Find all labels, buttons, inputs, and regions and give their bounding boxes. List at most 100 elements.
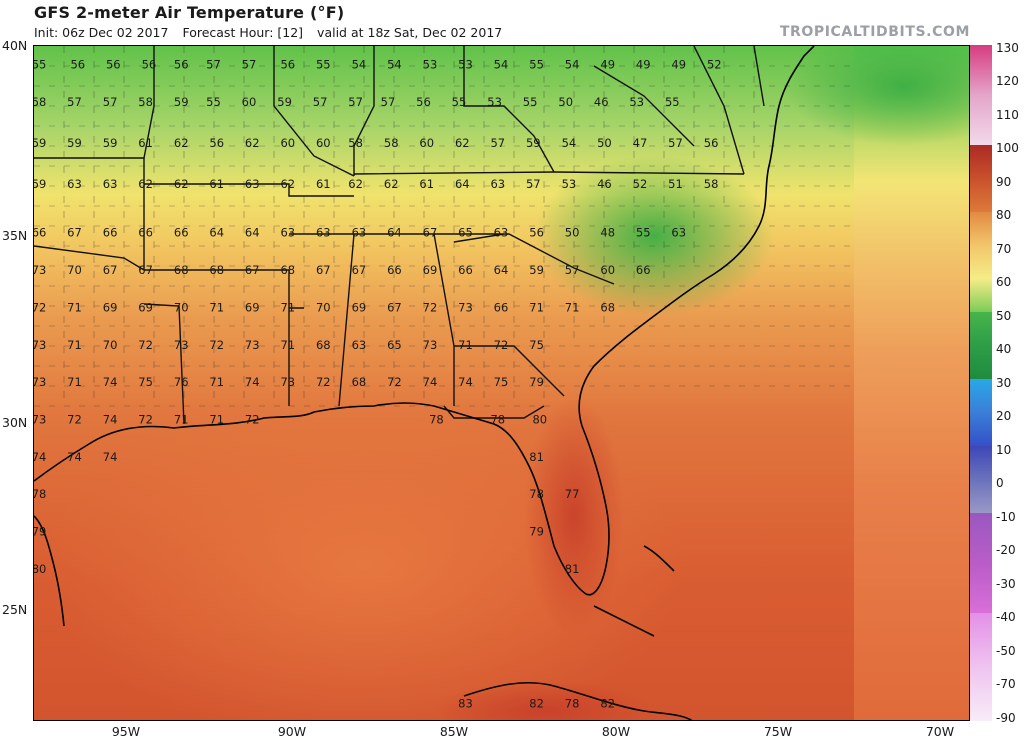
temperature-value: 58 xyxy=(138,95,153,109)
temperature-value: 61 xyxy=(316,177,331,191)
temperature-value: 68 xyxy=(209,263,224,277)
temperature-value: 55 xyxy=(529,58,544,72)
temperature-value: 72 xyxy=(138,413,153,427)
temperature-value: 60 xyxy=(600,263,615,277)
temperature-value: 54 xyxy=(562,136,577,150)
temperature-value: 74 xyxy=(34,450,46,464)
temperature-value: 78 xyxy=(565,696,580,710)
temperature-value: 57 xyxy=(526,177,541,191)
temperature-value: 60 xyxy=(316,136,331,150)
temperature-value: 69 xyxy=(352,300,367,314)
temperature-value: 73 xyxy=(280,375,295,389)
temperature-value: 83 xyxy=(458,696,473,710)
temperature-value: 62 xyxy=(348,177,363,191)
temperature-value: 56 xyxy=(280,58,295,72)
temperature-value: 63 xyxy=(352,338,367,352)
temperature-value: 72 xyxy=(494,338,509,352)
temperature-value: 66 xyxy=(138,226,153,240)
temperature-value: 61 xyxy=(138,136,153,150)
temperature-value: 74 xyxy=(103,375,118,389)
temperature-value: 72 xyxy=(138,338,153,352)
temperature-value: 61 xyxy=(209,177,224,191)
temperature-value: 56 xyxy=(142,58,157,72)
temperature-value: 67 xyxy=(103,263,118,277)
temperature-value: 57 xyxy=(565,263,580,277)
temperature-value: 57 xyxy=(242,58,257,72)
temperature-value: 59 xyxy=(529,263,544,277)
temperature-value: 74 xyxy=(67,450,82,464)
temperature-value: 61 xyxy=(419,177,434,191)
temperature-value: 80 xyxy=(34,562,46,576)
temperature-value: 71 xyxy=(458,338,473,352)
temperature-value: 67 xyxy=(316,263,331,277)
cbar-label: 20 xyxy=(996,409,1012,423)
temperature-value: 74 xyxy=(103,450,118,464)
temperature-value: 57 xyxy=(206,58,221,72)
temperature-value: 71 xyxy=(67,338,82,352)
lon-label-95w: 95W xyxy=(111,724,141,739)
temperature-value: 57 xyxy=(381,95,396,109)
temperature-value: 63 xyxy=(280,226,295,240)
temperature-value: 71 xyxy=(209,413,224,427)
cbar-label: 30 xyxy=(996,376,1012,390)
temperature-value: 64 xyxy=(455,177,470,191)
lat-label-25n: 25N xyxy=(2,602,28,617)
map-title: GFS 2-meter Air Temperature (°F) xyxy=(34,3,345,22)
lat-label-35n: 35N xyxy=(2,228,28,243)
temperature-value: 49 xyxy=(636,58,651,72)
state-borders xyxy=(34,46,765,425)
temperature-value: 59 xyxy=(174,95,189,109)
temperature-value: 75 xyxy=(138,375,153,389)
lat-label-40n: 40N xyxy=(2,38,28,53)
temperature-value: 68 xyxy=(352,375,367,389)
cbar-label: 70 xyxy=(996,242,1012,256)
temperature-value: 71 xyxy=(209,300,224,314)
temperature-value: 67 xyxy=(352,263,367,277)
temperature-value: 63 xyxy=(671,226,686,240)
temperature-value: 64 xyxy=(245,226,260,240)
cbar-label: 0 xyxy=(996,476,1004,490)
temperature-value: 56 xyxy=(529,226,544,240)
temperature-value: 64 xyxy=(494,263,509,277)
temperature-value: 72 xyxy=(245,413,260,427)
temperature-value: 46 xyxy=(594,95,609,109)
temperature-value: 72 xyxy=(67,413,82,427)
cbar-label: 60 xyxy=(996,275,1012,289)
temperature-value: 57 xyxy=(668,136,683,150)
temperature-value: 73 xyxy=(34,413,46,427)
temperature-value: 68 xyxy=(316,338,331,352)
temperature-value: 78 xyxy=(429,413,444,427)
temperature-value: 73 xyxy=(245,338,260,352)
temperature-value: 66 xyxy=(103,226,118,240)
temperature-value: 54 xyxy=(565,58,580,72)
temperature-value: 55 xyxy=(523,95,538,109)
temperature-value: 63 xyxy=(103,177,118,191)
temperature-value: 69 xyxy=(423,263,438,277)
cbar-label: -10 xyxy=(996,510,1016,524)
brand-watermark: TROPICALTIDBITS.COM xyxy=(779,24,970,40)
temperature-value: 48 xyxy=(600,226,615,240)
temperature-value: 66 xyxy=(174,226,189,240)
temperature-value: 74 xyxy=(458,375,473,389)
temperature-value: 57 xyxy=(348,95,363,109)
temperature-value: 73 xyxy=(34,263,46,277)
cbar-label: 100 xyxy=(996,141,1019,155)
gulf-warm-field xyxy=(44,386,684,720)
temperature-value: 71 xyxy=(67,375,82,389)
temperature-value: 53 xyxy=(423,58,438,72)
temperature-value: 67 xyxy=(387,300,402,314)
temperature-value: 73 xyxy=(174,338,189,352)
temperature-value: 71 xyxy=(280,338,295,352)
temperature-value: 70 xyxy=(316,300,331,314)
temperature-value: 57 xyxy=(490,136,505,150)
temperature-value: 63 xyxy=(352,226,367,240)
temperature-value: 57 xyxy=(67,95,82,109)
temperature-value: 55 xyxy=(665,95,680,109)
temperature-value-layer: 55 56 56 56 56 57 57 56 55 54 54 53 53 54 55 54 49 49 49 52… xyxy=(34,58,722,711)
cbar-label: 10 xyxy=(996,443,1012,457)
temperature-value: 60 xyxy=(419,136,434,150)
temperature-value: 60 xyxy=(242,95,257,109)
temperature-value: 55 xyxy=(34,58,46,72)
temperature-value: 78 xyxy=(490,413,505,427)
cbar-label: 50 xyxy=(996,309,1012,323)
